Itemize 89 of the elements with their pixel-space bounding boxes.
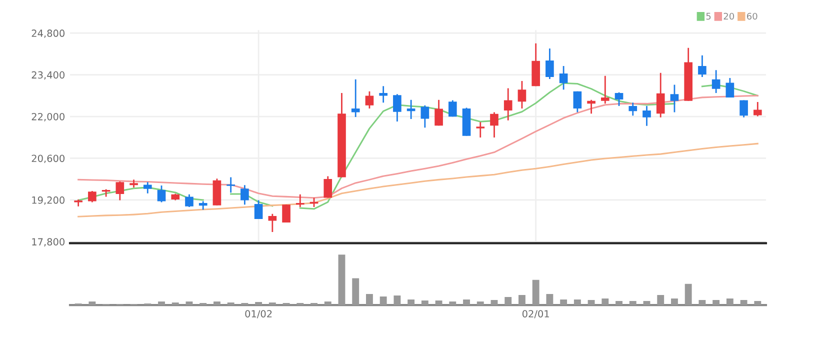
candlestick — [740, 100, 748, 118]
bar — [213, 302, 220, 306]
bar — [394, 295, 401, 306]
y-tick-label: 19,200 — [32, 196, 64, 205]
x-tick-label: 01/02 — [245, 310, 272, 318]
bar — [518, 294, 526, 306]
legend-label: 20 — [724, 12, 734, 20]
bar — [490, 300, 498, 306]
bar — [602, 298, 609, 306]
bar — [463, 300, 470, 306]
bar — [726, 298, 734, 306]
bar — [408, 300, 415, 306]
candlestick — [753, 101, 762, 117]
y-tick-label: 22,000 — [32, 112, 64, 122]
candlestick — [698, 54, 706, 78]
bar — [227, 302, 234, 306]
candlestick — [254, 199, 263, 220]
bar — [435, 300, 442, 306]
y-tick-label: 20,600 — [32, 154, 64, 164]
bar — [712, 300, 720, 306]
bar — [532, 280, 540, 306]
candlestick — [573, 90, 582, 113]
candlestick — [268, 213, 277, 233]
bar — [380, 296, 387, 306]
bar — [255, 302, 262, 306]
bar — [158, 302, 165, 306]
bar — [352, 278, 360, 306]
candlestick — [434, 99, 443, 126]
bar — [657, 294, 664, 306]
bar — [186, 302, 193, 306]
candlestick — [642, 105, 651, 127]
bar — [338, 254, 346, 306]
candlestick — [546, 48, 554, 80]
bar — [366, 294, 373, 306]
bar — [698, 300, 706, 306]
bar — [629, 301, 636, 306]
bar — [560, 300, 568, 306]
candlestick — [420, 104, 430, 128]
bar — [546, 294, 554, 306]
candlestick — [185, 194, 194, 208]
candlestick — [504, 88, 512, 122]
candlestick — [226, 176, 235, 194]
candlestick — [600, 75, 610, 104]
bar — [172, 302, 179, 306]
legend-label: 5 — [706, 12, 711, 20]
bar — [616, 301, 622, 306]
legend-label: 60 — [746, 12, 758, 20]
candlestick — [365, 90, 374, 110]
candlestick — [448, 100, 457, 118]
candlestick — [476, 121, 485, 138]
x-tick-label: 02/01 — [522, 310, 549, 318]
candlestick — [518, 80, 526, 110]
bar — [268, 302, 276, 306]
bar — [643, 301, 650, 306]
candlestick — [379, 85, 388, 104]
candlestick — [324, 176, 332, 198]
candlestick — [88, 190, 96, 203]
candlestick — [628, 102, 638, 116]
candlestick — [656, 72, 665, 118]
candlestick — [726, 77, 734, 98]
candlestick — [157, 184, 166, 203]
bar — [324, 302, 332, 306]
bar — [574, 300, 581, 306]
line-series — [78, 142, 758, 218]
y-tick-label: 24,800 — [32, 30, 64, 38]
y-tick-label: 23,400 — [32, 71, 64, 80]
bar — [684, 284, 692, 306]
bar — [421, 300, 428, 306]
candlestick — [143, 181, 152, 194]
candlestick — [559, 65, 568, 90]
candlestick — [670, 84, 679, 113]
candlestick — [614, 92, 624, 107]
candlestick — [282, 204, 290, 224]
y-tick-label: 17,800 — [32, 238, 64, 246]
candlestick — [240, 184, 249, 206]
bar — [754, 301, 762, 306]
bar — [740, 300, 748, 306]
bar — [88, 302, 96, 306]
candlestick — [351, 78, 360, 118]
candlestick — [712, 69, 720, 94]
bar — [588, 300, 595, 306]
bar — [449, 302, 456, 306]
bar — [504, 296, 512, 306]
candlestick — [587, 99, 596, 114]
candlestick — [490, 112, 498, 138]
candlestick — [393, 93, 402, 122]
bar — [476, 302, 484, 306]
candlestick — [116, 180, 124, 201]
bar — [671, 298, 678, 306]
